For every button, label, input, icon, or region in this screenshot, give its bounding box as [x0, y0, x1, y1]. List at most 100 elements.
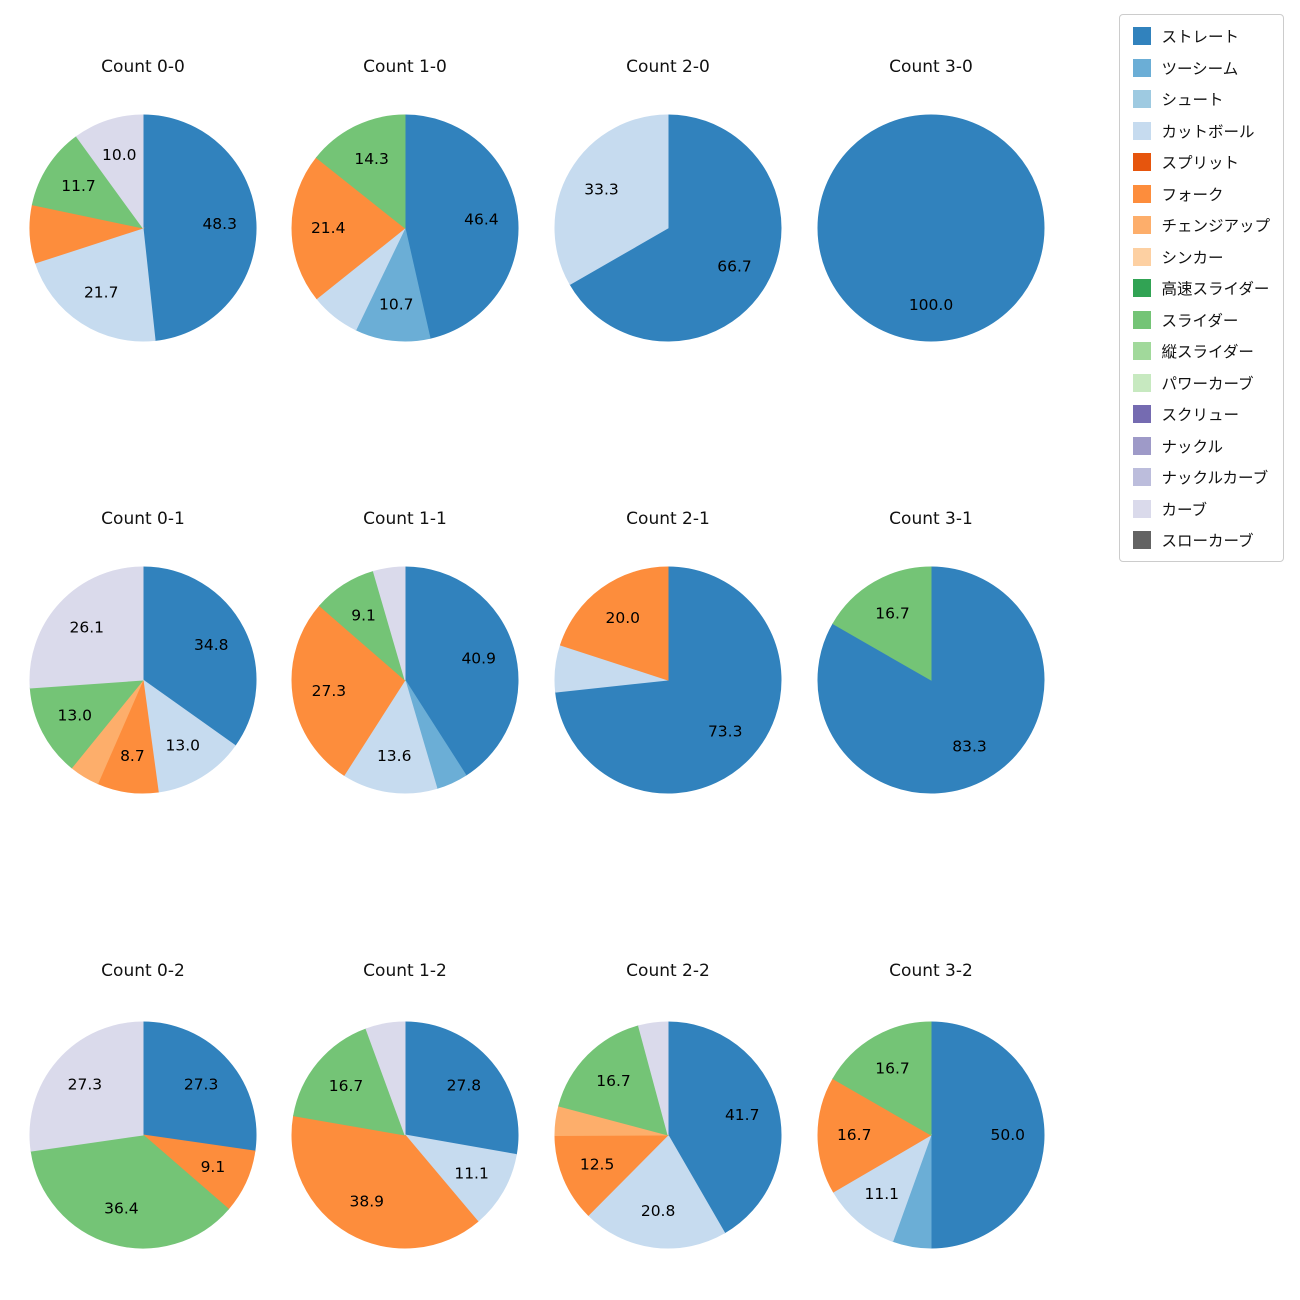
- legend-swatch: [1133, 247, 1152, 266]
- slice-value-label: 21.4: [311, 219, 346, 237]
- pie-slice: [569, 114, 782, 342]
- slice-value-label: 13.6: [377, 747, 412, 765]
- pie-slice: [34, 227, 156, 342]
- legend: ストレート ツーシーム シュート カットボール スプリット フォーク チェンジアップ シンカー…: [1119, 14, 1284, 562]
- pie-slice: [832, 1021, 932, 1136]
- legend-swatch: [1133, 531, 1152, 549]
- legend-swatch: [1133, 216, 1152, 234]
- pie-slice: [315, 114, 406, 230]
- pie-slice: [404, 566, 519, 776]
- legend-item: スローカーブ: [1133, 529, 1270, 551]
- slice-value-label: 11.1: [865, 1185, 900, 1203]
- slice-value-label: 50.0: [991, 1126, 1026, 1144]
- chart-title: Count 0-0: [101, 57, 185, 77]
- pie-slice: [587, 1134, 726, 1249]
- pie-slice: [291, 605, 406, 776]
- slice-value-label: 10.7: [379, 295, 414, 313]
- pie-slice: [30, 1134, 230, 1249]
- slice-value-label: 83.3: [952, 738, 987, 756]
- pie-count-2-0: 66.7 33.3: [554, 114, 782, 342]
- legend-item: スプリット: [1133, 151, 1270, 173]
- slice-value-label: 27.3: [184, 1076, 219, 1094]
- slice-value-label: 27.3: [312, 682, 347, 700]
- chart-title: Count 2-2: [626, 961, 710, 981]
- pie-count-3-1: 83.3 16.7: [817, 566, 1045, 794]
- slice-value-label: 27.3: [68, 1076, 103, 1094]
- slice-value-label: 73.3: [708, 722, 743, 740]
- legend-label: パワーカーブ: [1161, 374, 1254, 393]
- pie-slice: [365, 1021, 406, 1136]
- slice-value-label: 9.1: [351, 606, 376, 624]
- slice-value-label: 100.0: [909, 296, 953, 314]
- legend-swatch: [1133, 90, 1152, 108]
- pie-slice: [832, 1133, 932, 1242]
- slice-value-label: 8.7: [120, 747, 145, 765]
- legend-label: ナックル: [1161, 437, 1224, 456]
- pie-count-1-2: 27.8 11.1 38.9 16.7: [291, 1021, 519, 1249]
- pie-slice: [142, 678, 236, 793]
- chart-title: Count 2-1: [626, 509, 710, 529]
- legend-label: ストレート: [1161, 28, 1239, 46]
- slice-value-label: 33.3: [584, 181, 619, 199]
- slice-value-label: 20.8: [641, 1202, 676, 1220]
- legend-swatch: [1133, 184, 1152, 203]
- legend-swatch: [1133, 27, 1152, 45]
- chart-title: Count 1-1: [363, 509, 447, 529]
- pie-slice: [293, 1028, 406, 1136]
- pie-slice: [75, 114, 144, 230]
- legend-label: スライダー: [1161, 311, 1239, 330]
- chart-title: Count 0-2: [101, 961, 185, 981]
- legend-label: スローカーブ: [1161, 532, 1254, 550]
- pie-slice: [817, 1078, 932, 1193]
- pie-slice: [355, 226, 431, 342]
- pie-slice: [29, 1021, 144, 1152]
- legend-item: カットボール: [1133, 120, 1270, 142]
- pie-count-3-2: 50.0 11.1 16.7 16.7: [817, 1021, 1045, 1249]
- pie-slice: [667, 1021, 782, 1234]
- pie-slice: [291, 156, 406, 300]
- legend-item: 縦スライダー: [1133, 340, 1270, 362]
- pie-slice: [404, 114, 519, 339]
- pie-slice: [832, 566, 932, 681]
- slice-value-label: 48.3: [202, 215, 237, 233]
- slice-value-label: 14.3: [354, 150, 389, 168]
- slice-value-label: 20.0: [606, 609, 641, 627]
- chart-title: Count 3-1: [889, 509, 973, 529]
- legend-swatch: [1133, 373, 1152, 392]
- slice-value-label: 27.8: [447, 1077, 482, 1095]
- pie-slice: [31, 135, 145, 229]
- chart-title: Count 1-2: [363, 961, 447, 981]
- legend-label: 高速スライダー: [1161, 280, 1270, 298]
- legend-item: チェンジアップ: [1133, 214, 1270, 236]
- pie-slice: [29, 679, 145, 769]
- legend-label: チェンジアップ: [1161, 217, 1270, 235]
- slice-value-label: 66.7: [717, 258, 752, 276]
- pie-slice: [930, 1021, 1045, 1249]
- legend-item: 高速スライダー: [1133, 277, 1270, 299]
- pie-slice: [372, 566, 406, 681]
- pie-slice: [343, 678, 438, 794]
- pie-slice: [554, 1134, 670, 1216]
- legend-swatch: [1133, 279, 1152, 297]
- slice-value-label: 13.0: [166, 737, 201, 755]
- slice-value-label: 10.0: [102, 146, 137, 164]
- slice-value-label: 16.7: [875, 605, 910, 623]
- pie-count-1-0: 46.4 10.7 21.4 14.3: [291, 114, 519, 342]
- legend-swatch: [1133, 342, 1152, 360]
- pie-count-0-1: 34.8 13.0 8.7 13.0 26.1: [29, 566, 257, 794]
- slice-value-label: 13.0: [58, 707, 93, 725]
- legend-item: ナックルカーブ: [1133, 466, 1270, 488]
- slice-value-label: 21.7: [84, 284, 119, 302]
- legend-label: ツーシーム: [1161, 59, 1239, 78]
- pie-slice: [29, 566, 144, 689]
- legend-item: フォーク: [1133, 183, 1270, 205]
- slice-value-label: 46.4: [464, 210, 499, 228]
- pie-count-0-0: 48.3 21.7 11.7 10.0: [29, 114, 257, 342]
- slice-value-label: 16.7: [596, 1072, 631, 1090]
- legend-swatch: [1133, 499, 1152, 518]
- slice-value-label: 16.7: [875, 1060, 910, 1078]
- legend-label: カットボール: [1161, 122, 1255, 141]
- legend-swatch: [1133, 405, 1152, 423]
- legend-label: フォーク: [1161, 185, 1224, 204]
- pie-slice: [554, 114, 669, 285]
